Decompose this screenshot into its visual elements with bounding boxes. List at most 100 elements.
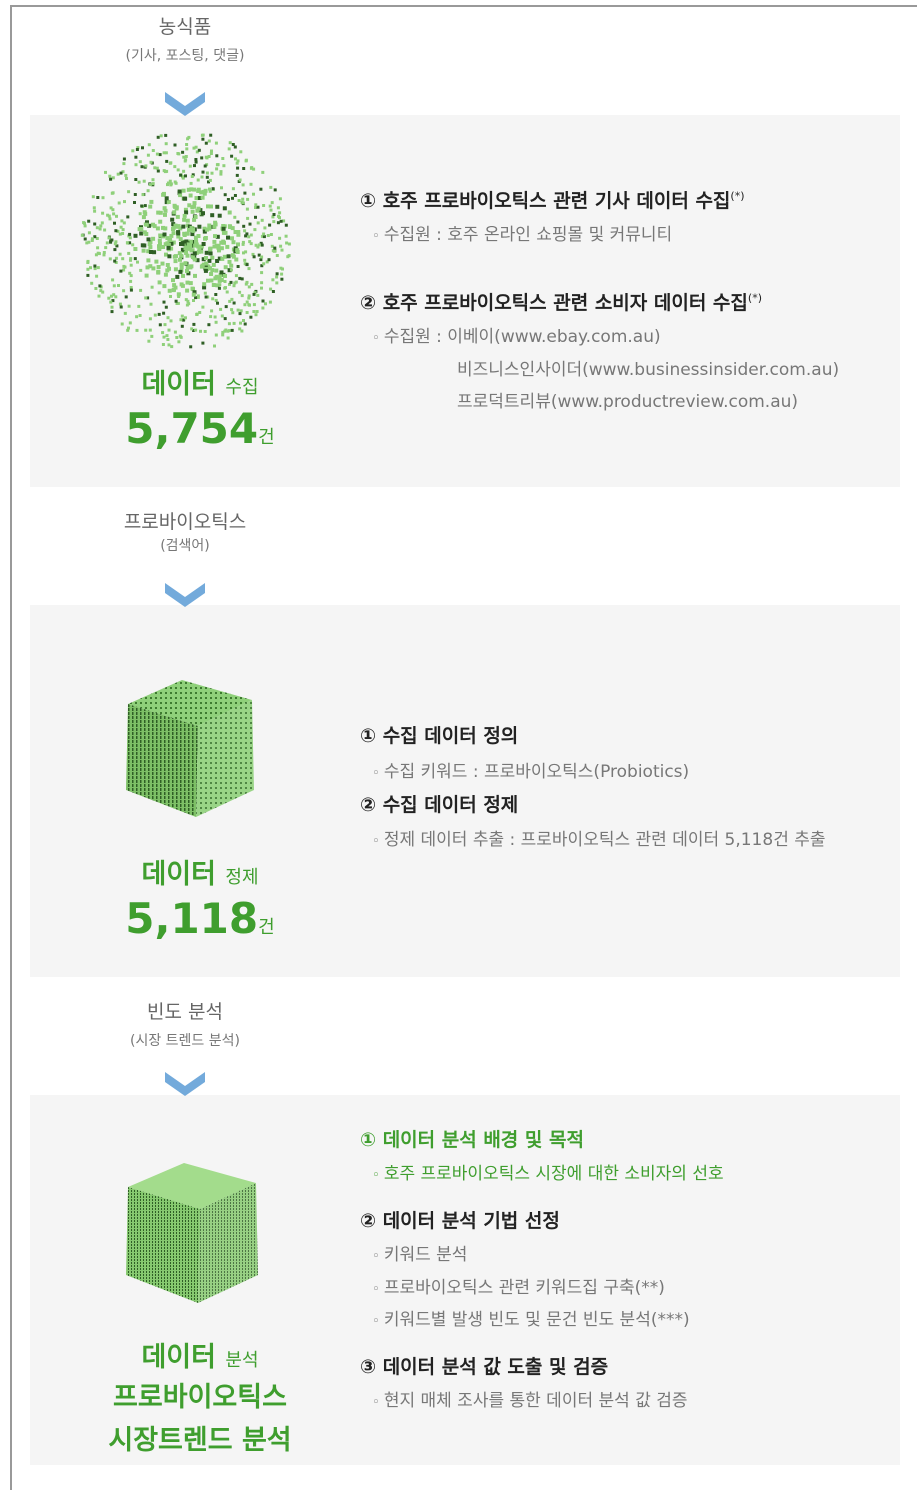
particle: [217, 276, 222, 281]
particle: [204, 155, 208, 159]
particle: [188, 193, 193, 198]
particle: [254, 313, 258, 317]
particle: [163, 208, 168, 213]
particle: [166, 245, 171, 250]
particle: [233, 145, 237, 149]
particle: [93, 264, 97, 268]
particle: [93, 235, 97, 239]
particle: [148, 245, 153, 250]
particle: [131, 149, 135, 153]
arrow: [165, 92, 205, 116]
particle: [114, 240, 118, 244]
particle: [232, 321, 236, 325]
particle: [236, 265, 240, 268]
particle: [164, 305, 168, 309]
particle: [227, 259, 232, 264]
particle: [207, 139, 211, 143]
cube-image: [126, 680, 254, 817]
arrow: [165, 583, 205, 607]
particle: [242, 224, 246, 228]
particle: [249, 242, 253, 246]
particle: [259, 241, 263, 245]
particle: [121, 228, 125, 232]
particle: [112, 212, 116, 216]
particle: [238, 276, 242, 280]
particle: [133, 201, 136, 204]
particle: [248, 222, 252, 226]
particle: [101, 211, 105, 215]
particle: [247, 285, 251, 289]
particle: [122, 264, 126, 268]
particle: [234, 157, 237, 161]
particle: [192, 217, 197, 222]
particle: [192, 290, 197, 295]
particle: [200, 263, 205, 268]
particle: [164, 142, 168, 146]
particle: [269, 185, 273, 189]
particle: [241, 240, 245, 244]
particle: [261, 299, 265, 303]
particle: [227, 224, 232, 229]
particle: [230, 226, 235, 231]
particle: [138, 314, 142, 317]
particle: [215, 167, 219, 171]
particle: [162, 311, 166, 315]
particle: [176, 231, 181, 236]
particle: [125, 241, 129, 245]
particle: [168, 161, 172, 165]
particle: [203, 164, 207, 168]
particle: [238, 290, 242, 294]
particle: [214, 268, 219, 273]
particle: [135, 315, 139, 319]
particle: [210, 213, 215, 218]
particle: [272, 213, 276, 216]
particle: [141, 248, 146, 253]
particle: [101, 290, 105, 294]
particle: [203, 268, 208, 273]
particle: [238, 312, 242, 316]
particle: [157, 312, 161, 316]
particle: [210, 149, 213, 153]
particle: [87, 240, 91, 244]
particle: [93, 209, 97, 213]
particle: [254, 215, 257, 219]
particle: [195, 258, 200, 263]
particle: [173, 204, 178, 209]
particle: [175, 336, 179, 339]
result-line: 시장트렌드 분석: [108, 1425, 292, 1456]
data-cloud-image: [80, 133, 291, 349]
particle: [166, 316, 170, 320]
particle: [244, 250, 248, 254]
item-bullet: 키워드 분석: [372, 1240, 468, 1265]
particle: [179, 253, 184, 258]
particle: [128, 241, 132, 245]
particle: [192, 322, 196, 326]
particle: [89, 266, 92, 270]
particle: [219, 172, 223, 176]
particle: [112, 293, 116, 297]
particle: [151, 222, 155, 227]
particle: [96, 196, 100, 199]
particle: [210, 309, 214, 313]
particle: [115, 244, 119, 248]
particle: [134, 178, 138, 181]
particle: [267, 258, 271, 262]
particle: [142, 230, 147, 235]
particle: [213, 234, 217, 239]
particle: [110, 294, 113, 298]
particle: [211, 262, 216, 267]
particle: [147, 223, 152, 228]
particle: [144, 164, 148, 168]
particle: [176, 292, 181, 297]
particle: [254, 206, 257, 209]
particle: [173, 180, 177, 184]
stage-sublabel: (기사, 포스팅, 댓글): [125, 48, 245, 64]
particle: [234, 257, 239, 262]
particle: [164, 200, 169, 205]
particle: [176, 234, 181, 239]
particle: [215, 234, 220, 239]
particle: [208, 187, 211, 191]
particle: [197, 148, 201, 152]
particle: [203, 291, 207, 295]
particle: [196, 178, 200, 182]
